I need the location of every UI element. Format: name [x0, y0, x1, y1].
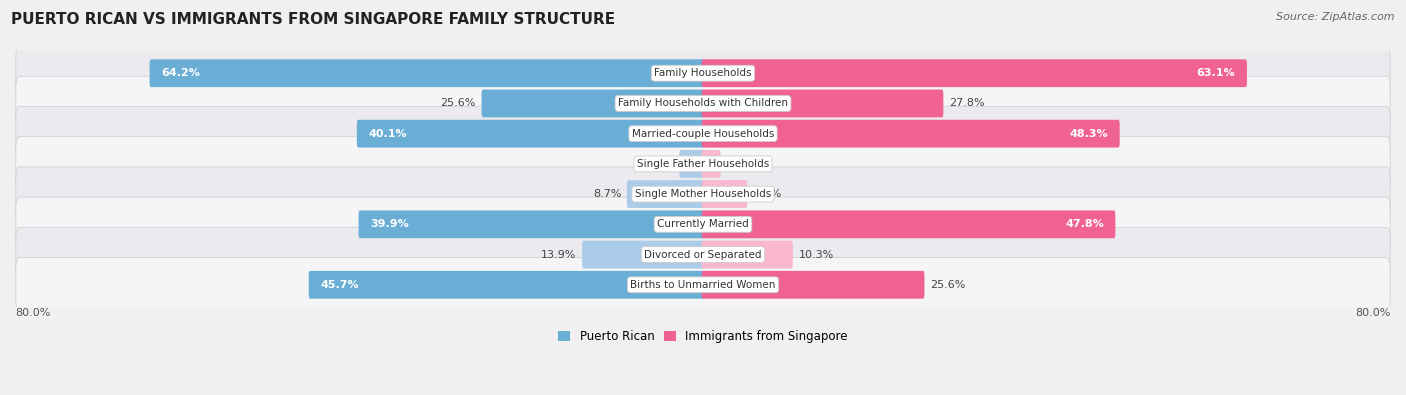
- Text: Single Father Households: Single Father Households: [637, 159, 769, 169]
- Text: 63.1%: 63.1%: [1197, 68, 1236, 78]
- Text: 45.7%: 45.7%: [321, 280, 359, 290]
- Text: 27.8%: 27.8%: [949, 98, 984, 109]
- Text: Births to Unmarried Women: Births to Unmarried Women: [630, 280, 776, 290]
- FancyBboxPatch shape: [702, 241, 793, 269]
- FancyBboxPatch shape: [15, 167, 1391, 221]
- Text: 80.0%: 80.0%: [1355, 308, 1391, 318]
- FancyBboxPatch shape: [309, 271, 704, 299]
- FancyBboxPatch shape: [702, 120, 1119, 148]
- FancyBboxPatch shape: [702, 90, 943, 117]
- Text: 10.3%: 10.3%: [799, 250, 834, 260]
- FancyBboxPatch shape: [702, 211, 1115, 238]
- FancyBboxPatch shape: [15, 258, 1391, 312]
- Text: 2.6%: 2.6%: [645, 159, 673, 169]
- FancyBboxPatch shape: [149, 59, 704, 87]
- Text: 40.1%: 40.1%: [368, 129, 408, 139]
- Text: PUERTO RICAN VS IMMIGRANTS FROM SINGAPORE FAMILY STRUCTURE: PUERTO RICAN VS IMMIGRANTS FROM SINGAPOR…: [11, 12, 616, 27]
- Text: Married-couple Households: Married-couple Households: [631, 129, 775, 139]
- Text: Currently Married: Currently Married: [657, 219, 749, 229]
- Text: 25.6%: 25.6%: [929, 280, 966, 290]
- FancyBboxPatch shape: [481, 90, 704, 117]
- FancyBboxPatch shape: [15, 228, 1391, 282]
- Text: Family Households with Children: Family Households with Children: [619, 98, 787, 109]
- Legend: Puerto Rican, Immigrants from Singapore: Puerto Rican, Immigrants from Singapore: [554, 325, 852, 348]
- FancyBboxPatch shape: [15, 76, 1391, 131]
- Text: Family Households: Family Households: [654, 68, 752, 78]
- FancyBboxPatch shape: [702, 271, 925, 299]
- FancyBboxPatch shape: [357, 120, 704, 148]
- FancyBboxPatch shape: [582, 241, 704, 269]
- Text: 5.0%: 5.0%: [752, 189, 782, 199]
- Text: 80.0%: 80.0%: [15, 308, 51, 318]
- Text: Single Mother Households: Single Mother Households: [636, 189, 770, 199]
- Text: 47.8%: 47.8%: [1064, 219, 1104, 229]
- Text: 39.9%: 39.9%: [370, 219, 409, 229]
- Text: 13.9%: 13.9%: [541, 250, 576, 260]
- Text: Divorced or Separated: Divorced or Separated: [644, 250, 762, 260]
- FancyBboxPatch shape: [15, 197, 1391, 252]
- Text: 64.2%: 64.2%: [162, 68, 200, 78]
- Text: Source: ZipAtlas.com: Source: ZipAtlas.com: [1277, 12, 1395, 22]
- Text: 25.6%: 25.6%: [440, 98, 477, 109]
- FancyBboxPatch shape: [15, 46, 1391, 100]
- FancyBboxPatch shape: [679, 150, 704, 178]
- FancyBboxPatch shape: [15, 107, 1391, 161]
- FancyBboxPatch shape: [359, 211, 704, 238]
- FancyBboxPatch shape: [702, 59, 1247, 87]
- FancyBboxPatch shape: [15, 137, 1391, 191]
- FancyBboxPatch shape: [702, 150, 721, 178]
- Text: 8.7%: 8.7%: [593, 189, 621, 199]
- FancyBboxPatch shape: [702, 180, 748, 208]
- FancyBboxPatch shape: [627, 180, 704, 208]
- Text: 48.3%: 48.3%: [1070, 129, 1108, 139]
- Text: 1.9%: 1.9%: [727, 159, 755, 169]
